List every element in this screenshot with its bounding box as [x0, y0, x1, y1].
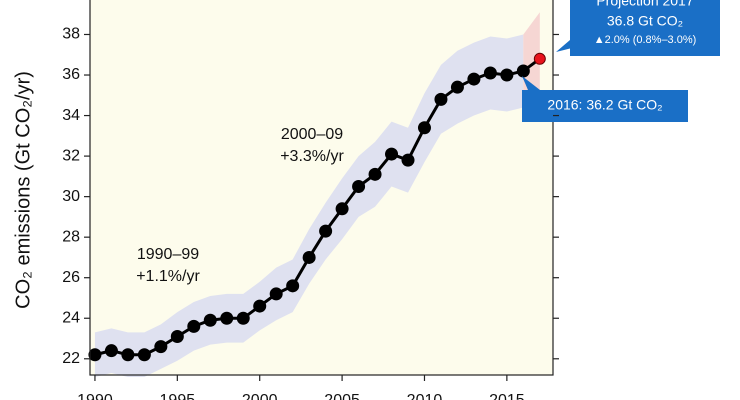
y-axis-label: CO₂ emissions (Gt CO₂/yr) [12, 71, 34, 309]
y-tick-label: 30 [62, 188, 80, 205]
data-point [417, 121, 431, 135]
data-point [385, 147, 399, 161]
data-point [368, 167, 382, 181]
annotation: 1990–99 [137, 246, 199, 263]
callout-box [570, 0, 720, 56]
callout-text: 2016: 36.2 Gt CO₂ [547, 97, 662, 113]
y-tick-label: 36 [62, 66, 80, 83]
x-tick-label: 1995 [160, 392, 196, 400]
callout-text: Projection 2017 [596, 0, 694, 9]
data-point [516, 64, 530, 78]
data-point [203, 313, 217, 327]
y-tick-label: 34 [62, 107, 80, 124]
data-point [137, 348, 151, 362]
data-point [286, 279, 300, 293]
data-point [187, 319, 201, 333]
annotation: 2000–09 [281, 126, 343, 143]
data-point [434, 92, 448, 106]
plot-frame [89, 0, 554, 376]
y-tick-label: 38 [62, 26, 80, 43]
y-tick-label: 22 [62, 350, 80, 367]
x-tick-label: 2005 [324, 392, 360, 400]
data-point [104, 344, 118, 358]
data-point [302, 250, 316, 264]
annotation: +3.3%/yr [280, 148, 344, 165]
data-point [154, 340, 168, 354]
data-point [170, 329, 184, 343]
y-tick-label: 40 [62, 0, 80, 2]
data-point [236, 311, 250, 325]
x-tick-label: 2000 [242, 392, 278, 400]
y-tick-label: 32 [62, 147, 80, 164]
x-tick-label: 2010 [407, 392, 443, 400]
callout-pointer [522, 76, 540, 90]
y-tick-label: 28 [62, 228, 80, 245]
data-point [88, 348, 102, 362]
annotation: +1.1%/yr [136, 268, 200, 285]
callout-pointer [556, 40, 572, 52]
projection-point [533, 52, 546, 65]
data-point [253, 299, 267, 313]
data-point [319, 224, 333, 238]
y-tick-label: 26 [62, 269, 80, 286]
data-point [467, 72, 481, 86]
data-point [220, 311, 234, 325]
y-tick-label: 24 [62, 309, 80, 326]
x-tick-label: 2015 [489, 392, 525, 400]
data-point [450, 80, 464, 94]
data-point [335, 202, 349, 216]
data-point [483, 66, 497, 80]
data-point [352, 180, 366, 193]
data-point [500, 68, 514, 82]
uncertainty-band [94, 34, 524, 378]
data-point [401, 153, 415, 167]
data-point [121, 348, 135, 362]
callout-text: 36.8 Gt CO₂ [607, 13, 683, 29]
x-tick-label: 1990 [77, 392, 113, 400]
callout-text: ▲2.0% (0.8%–3.0%) [594, 34, 697, 46]
data-point [269, 287, 283, 301]
callout-box [522, 90, 688, 122]
